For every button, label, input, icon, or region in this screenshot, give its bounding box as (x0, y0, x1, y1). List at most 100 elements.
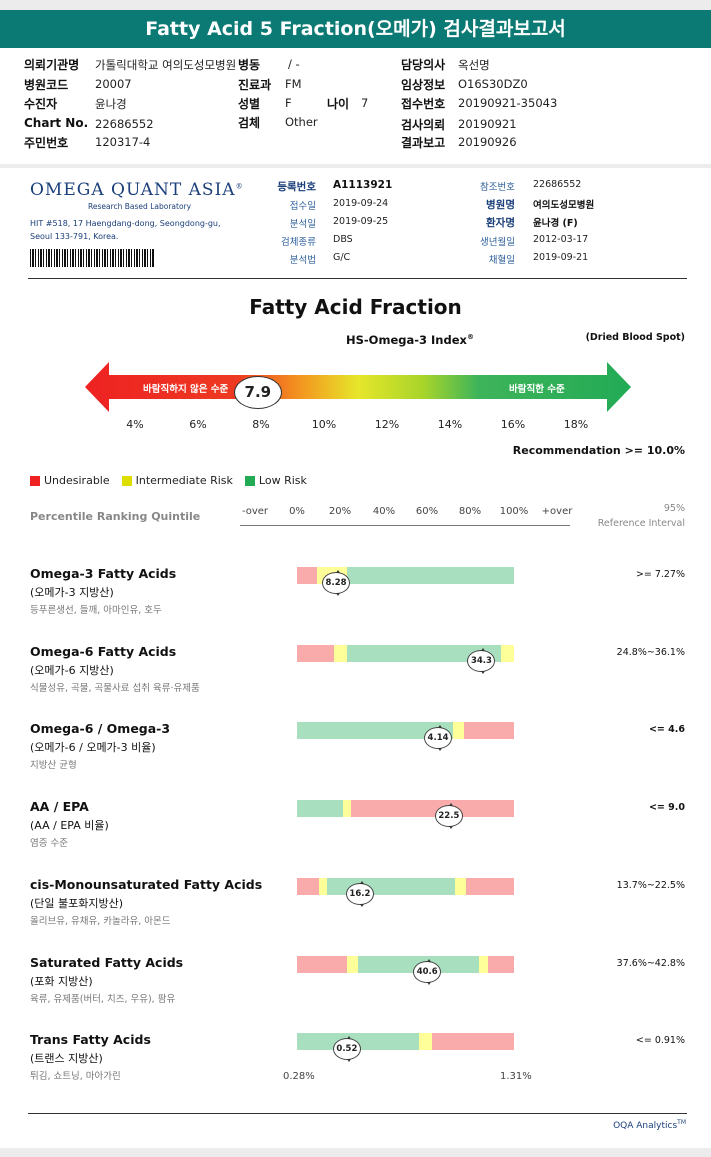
accession-label: 접수번호 (401, 97, 446, 111)
index-tick-label: 6% (189, 418, 207, 431)
fatty-acid-food-sources: 튀김, 쇼트닝, 마아가린 (30, 1071, 121, 1083)
specimen-value: Other (285, 115, 318, 129)
omega3-index-gauge (85, 362, 631, 412)
barcode (30, 249, 154, 267)
result-value: 0.52 (336, 1044, 358, 1055)
range-segment-green (297, 722, 454, 740)
fatty-acid-food-sources: 지방산 균형 (30, 760, 77, 772)
request-date-value: 20190921 (458, 117, 517, 131)
result-marker: 16.2 (345, 880, 374, 907)
gauge-arrow (85, 362, 631, 412)
fatty-acid-korean-name: (오메가-6 지방산) (30, 663, 114, 677)
range-segment-yellow (346, 955, 358, 973)
collection-date-label: 채혈일 (488, 255, 515, 266)
sex-label: 성별 (238, 97, 261, 111)
fatty-acid-korean-name: (AA / EPA 비율) (30, 819, 109, 833)
risk-legend: Undesirable Intermediate Risk Low Risk (30, 474, 307, 487)
result-value: 16.2 (349, 888, 371, 899)
range-segment-red (431, 1033, 514, 1051)
percentile-tick-label: -over (241, 506, 269, 517)
patient-name-label: 환자명 (486, 217, 515, 229)
up-arrow-icon (481, 647, 486, 651)
fatty-acid-food-sources: 등푸른생선, 들깨, 아마인유, 호두 (30, 605, 162, 616)
reference-interval: 37.6%~42.8% (616, 957, 685, 969)
reference-interval: <= 9.0 (648, 802, 685, 814)
range-bar (297, 644, 514, 662)
registration-no-label: 등록번호 (277, 181, 316, 193)
legend-swatch (244, 475, 255, 486)
age-value: 7 (361, 96, 369, 110)
report-title: Fatty Acid 5 Fraction(오메가) 검사결과보고서 (0, 10, 711, 48)
hospital-code-label: 병원코드 (24, 78, 69, 92)
report-date-value: 20190926 (458, 135, 517, 149)
range-segment-yellow (500, 644, 514, 662)
recommendation: Recommendation >= 10.0% (512, 444, 685, 457)
patient-name-value: 윤나경 (F) (533, 218, 578, 229)
chart-no-value: 22686552 (95, 117, 154, 131)
legend-label: Low Risk (258, 474, 307, 487)
range-segment-red (487, 955, 514, 973)
legend-label: Intermediate Risk (135, 474, 233, 487)
fatty-acid-name: Trans Fatty Acids (30, 1032, 151, 1048)
birth-date-value: 2012-03-17 (533, 234, 589, 245)
footer-brand: OQA AnalyticsTM (613, 1119, 686, 1131)
range-segment-yellow (479, 955, 488, 973)
percentile-tick-label: 80% (458, 506, 482, 517)
range-bar (297, 877, 514, 895)
resident-no-value: 120317-4 (95, 135, 151, 149)
range-segment-red (466, 877, 514, 895)
header-divider (28, 278, 687, 279)
up-arrow-icon (448, 803, 453, 807)
analysis-date-label: 분석일 (289, 219, 316, 230)
index-tick-label: 14% (437, 418, 463, 431)
lab-address-2: Seoul 133-791, Korea. (30, 232, 119, 241)
reference-header-interval: Reference Interval (597, 518, 685, 529)
up-arrow-icon (438, 725, 443, 729)
fatty-acid-korean-name: (트랜스 지방산) (30, 1052, 103, 1066)
analysis-date-value: 2019-09-25 (333, 216, 389, 227)
specimen-type-value: DBS (333, 234, 353, 245)
fatty-acid-food-sources: 육류, 유제품(버터, 치즈, 우유), 팜유 (30, 993, 176, 1005)
range-segment-yellow (453, 722, 465, 740)
fatty-acid-korean-name: (단일 불포화지방산) (30, 896, 124, 910)
result-marker: 22.5 (434, 803, 463, 830)
registration-no-value: A1113921 (333, 179, 393, 191)
result-value: 8.28 (325, 578, 347, 588)
index-tick-label: 4% (126, 418, 144, 431)
range-segment-green (297, 800, 343, 818)
legend-label: Undesirable (44, 474, 110, 487)
ward-value: / - (288, 57, 300, 71)
range-segment-yellow (333, 644, 347, 662)
index-tick-label: 16% (500, 418, 526, 431)
range-segment-yellow (342, 800, 352, 818)
down-arrow-icon (481, 670, 486, 674)
range-segment-green (346, 567, 514, 584)
index-tick-label: 18% (563, 418, 589, 431)
legend-swatch (30, 475, 40, 486)
hospital-name-label: 병원명 (486, 199, 515, 211)
range-segment-green (346, 644, 501, 662)
result-value: 4.14 (427, 733, 449, 744)
patient-value: 윤나경 (95, 97, 127, 111)
legend-item: Low Risk (244, 474, 307, 487)
trans-scale-min: 0.28% (283, 1071, 315, 1082)
index-tick-label: 10% (311, 418, 337, 431)
trans-scale-max: 1.31% (500, 1071, 532, 1082)
order-info-panel: 의뢰기관명 가톨릭대학교 여의도성모병원 병동 / - 담당의사 옥선명 병원코… (0, 48, 711, 164)
reference-interval: 24.8%~36.1% (616, 646, 685, 658)
up-arrow-icon (427, 958, 432, 962)
fatty-acid-food-sources: 올리브유, 유채유, 카놀라유, 아몬드 (30, 915, 171, 927)
percentile-axis-line (240, 525, 570, 526)
range-segment-yellow (455, 877, 467, 895)
fatty-acid-korean-name: (오메가-6 / 오메가-3 비율) (30, 741, 156, 755)
department-label: 진료과 (238, 78, 272, 92)
result-marker: 34.3 (467, 647, 496, 674)
legend-item: Intermediate Risk (121, 474, 233, 487)
doctor-value: 옥선명 (458, 58, 490, 72)
fatty-acid-food-sources: 식물성유, 곡물, 곡물사료 섭취 육류·유제품 (30, 682, 200, 694)
patient-label: 수진자 (24, 97, 58, 111)
report-page: OMEGA QUANT ASIA® Research Based Laborat… (0, 168, 711, 1148)
range-segment-red (297, 567, 317, 584)
legend-item: Undesirable (30, 474, 110, 487)
fatty-acid-name: Omega-3 Fatty Acids (30, 566, 177, 581)
